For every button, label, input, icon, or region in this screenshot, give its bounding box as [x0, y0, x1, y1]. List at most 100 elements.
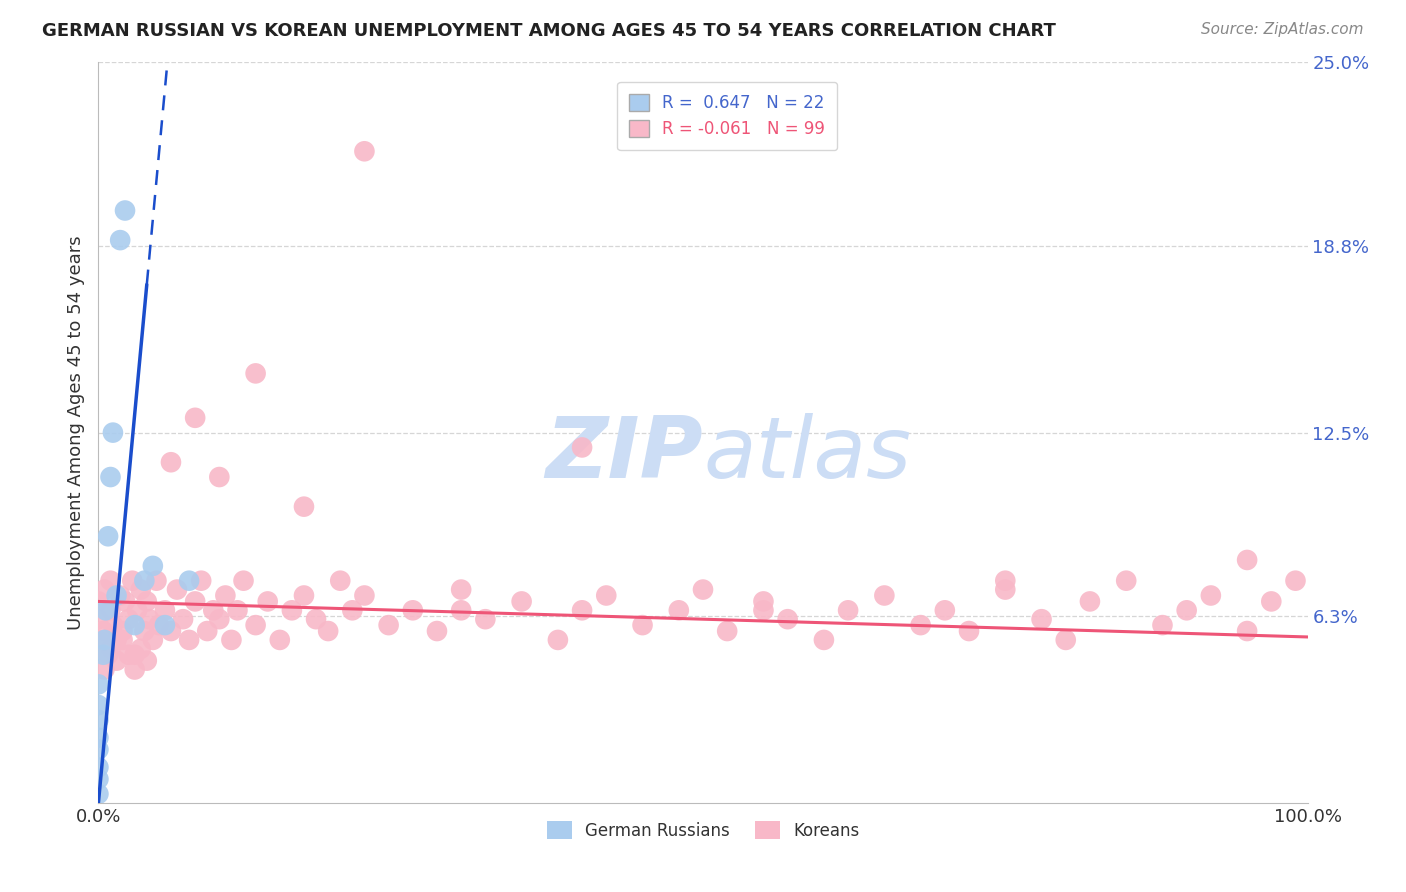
- Point: [776, 612, 799, 626]
- Point: [208, 612, 231, 626]
- Point: [1031, 612, 1053, 626]
- Point: [91, 624, 114, 638]
- Point: [138, 612, 160, 626]
- Point: [142, 632, 165, 647]
- Point: [87, 760, 110, 774]
- Point: [292, 500, 315, 514]
- Point: [179, 574, 201, 588]
- Point: [124, 648, 146, 662]
- Point: [474, 612, 496, 626]
- Point: [145, 574, 167, 588]
- Point: [87, 677, 110, 691]
- Point: [179, 632, 201, 647]
- Point: [1115, 574, 1137, 588]
- Point: [101, 425, 124, 440]
- Point: [934, 603, 956, 617]
- Point: [127, 603, 149, 617]
- Point: [195, 624, 218, 638]
- Point: [91, 648, 114, 662]
- Point: [631, 618, 654, 632]
- Point: [93, 632, 115, 647]
- Point: [1152, 618, 1174, 632]
- Point: [1054, 632, 1077, 647]
- Point: [87, 713, 110, 727]
- Point: [994, 582, 1017, 597]
- Text: Source: ZipAtlas.com: Source: ZipAtlas.com: [1201, 22, 1364, 37]
- Point: [377, 618, 399, 632]
- Point: [142, 558, 165, 573]
- Point: [87, 772, 110, 786]
- Point: [752, 594, 775, 608]
- Point: [329, 574, 352, 588]
- Point: [994, 574, 1017, 588]
- Point: [547, 632, 569, 647]
- Y-axis label: Unemployment Among Ages 45 to 54 years: Unemployment Among Ages 45 to 54 years: [66, 235, 84, 630]
- Point: [1284, 574, 1306, 588]
- Point: [316, 624, 339, 638]
- Point: [124, 663, 146, 677]
- Point: [111, 632, 134, 647]
- Point: [134, 574, 156, 588]
- Point: [245, 367, 267, 381]
- Point: [105, 632, 128, 647]
- Point: [214, 589, 236, 603]
- Point: [232, 574, 254, 588]
- Point: [426, 624, 449, 638]
- Point: [100, 470, 122, 484]
- Point: [813, 632, 835, 647]
- Point: [402, 603, 425, 617]
- Point: [100, 603, 122, 617]
- Point: [692, 582, 714, 597]
- Point: [108, 589, 131, 603]
- Point: [129, 641, 152, 656]
- Point: [108, 233, 131, 247]
- Text: ZIP: ZIP: [546, 413, 703, 496]
- Point: [87, 698, 110, 712]
- Point: [1078, 594, 1101, 608]
- Point: [716, 624, 738, 638]
- Point: [160, 624, 183, 638]
- Point: [256, 594, 278, 608]
- Point: [184, 594, 207, 608]
- Point: [752, 603, 775, 617]
- Point: [93, 582, 115, 597]
- Point: [134, 624, 156, 638]
- Point: [1175, 603, 1198, 617]
- Point: [1236, 553, 1258, 567]
- Point: [202, 603, 225, 617]
- Point: [269, 632, 291, 647]
- Point: [172, 612, 194, 626]
- Point: [1199, 589, 1222, 603]
- Point: [226, 603, 249, 617]
- Point: [118, 648, 141, 662]
- Point: [105, 589, 128, 603]
- Point: [221, 632, 243, 647]
- Point: [571, 441, 593, 455]
- Point: [87, 742, 110, 756]
- Point: [353, 589, 375, 603]
- Point: [342, 603, 364, 617]
- Point: [105, 654, 128, 668]
- Point: [114, 203, 136, 218]
- Point: [124, 618, 146, 632]
- Point: [87, 632, 110, 647]
- Point: [135, 594, 157, 608]
- Point: [87, 594, 110, 608]
- Point: [111, 624, 134, 638]
- Point: [450, 603, 472, 617]
- Point: [1260, 594, 1282, 608]
- Point: [957, 624, 980, 638]
- Point: [510, 594, 533, 608]
- Point: [873, 589, 896, 603]
- Point: [166, 582, 188, 597]
- Text: GERMAN RUSSIAN VS KOREAN UNEMPLOYMENT AMONG AGES 45 TO 54 YEARS CORRELATION CHAR: GERMAN RUSSIAN VS KOREAN UNEMPLOYMENT AM…: [42, 22, 1056, 40]
- Legend: German Russians, Koreans: German Russians, Koreans: [540, 814, 866, 847]
- Point: [184, 410, 207, 425]
- Point: [1236, 624, 1258, 638]
- Point: [281, 603, 304, 617]
- Point: [101, 618, 124, 632]
- Point: [121, 574, 143, 588]
- Point: [153, 618, 176, 632]
- Point: [100, 641, 122, 656]
- Point: [148, 618, 170, 632]
